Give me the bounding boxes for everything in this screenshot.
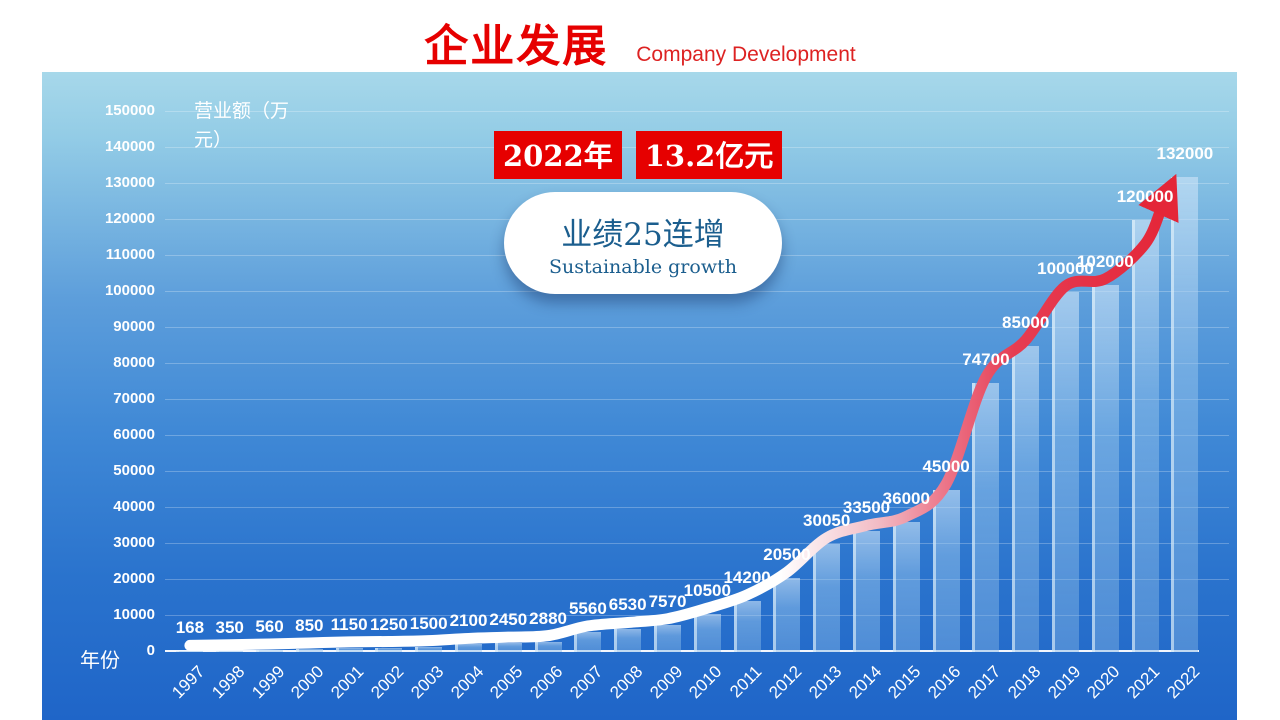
bar-2011 [733, 600, 761, 652]
x-axis-baseline [165, 650, 1199, 652]
y-tick-120000: 120000 [104, 210, 155, 227]
highlight-badges: 2022年 13.2亿元 [494, 131, 783, 179]
y-tick-100000: 100000 [104, 282, 155, 299]
bar-label-2011: 14200 [723, 567, 771, 587]
bar-2003 [415, 646, 443, 652]
bar-2010 [693, 614, 721, 652]
bar-2018 [1012, 346, 1040, 652]
bar-label-2004: 2100 [449, 611, 488, 631]
bar-label-2012: 20500 [763, 545, 811, 565]
bar-label-2013: 30050 [803, 510, 851, 530]
bar-label-1999: 560 [255, 616, 284, 636]
bar-2017 [972, 383, 1000, 652]
bar-2020 [1091, 284, 1119, 652]
bar-2005 [494, 643, 522, 652]
y-tick-30000: 30000 [113, 534, 155, 551]
bar-2014 [853, 531, 880, 652]
page-subtitle: Company Development [636, 43, 856, 66]
bar-label-2018: 85000 [1002, 313, 1050, 332]
bar-label-2001: 1150 [330, 614, 368, 634]
badge-year: 2022年 [494, 131, 622, 179]
bar-label-2022: 132000 [1156, 143, 1214, 163]
bar-2004 [455, 644, 482, 652]
bar-2009 [654, 624, 681, 652]
gridline-130000 [165, 183, 1229, 184]
bar-label-2008: 6530 [608, 595, 647, 615]
bar-2000 [295, 648, 323, 652]
bar-label-2003: 1500 [409, 613, 448, 633]
bar-label-2002: 1250 [369, 614, 408, 634]
y-tick-0: 0 [146, 642, 155, 659]
bar-2015 [892, 522, 920, 652]
callout-title: 业绩25连增 [561, 216, 725, 253]
bar-label-2000: 850 [295, 615, 324, 635]
bar-label-2015: 36000 [882, 489, 930, 509]
y-axis-title: 营业额（万元） [194, 101, 290, 151]
y-tick-10000: 10000 [113, 606, 155, 623]
gridline-150000 [165, 111, 1229, 112]
x-axis-title: 年份 [80, 650, 120, 672]
chart-panel: 营业额（万元） 年份 0 10000 20000 30000 40000 50000 600… [42, 72, 1237, 720]
badge-amount: 13.2亿元 [635, 131, 783, 179]
bar-2008 [614, 628, 642, 652]
page-header: 企业发展 Company Development [0, 0, 1280, 72]
y-tick-150000: 150000 [104, 102, 155, 119]
bar-label-2009: 7570 [648, 591, 687, 611]
bar-2006 [534, 641, 562, 652]
bar-label-1998: 350 [215, 617, 244, 637]
bar-label-2010: 10500 [683, 581, 731, 601]
bar-1999 [256, 649, 283, 652]
page-title: 企业发展 [424, 22, 609, 71]
y-tick-140000: 140000 [104, 138, 155, 155]
y-tick-90000: 90000 [113, 318, 155, 335]
y-tick-60000: 60000 [113, 426, 155, 443]
bar-2007 [574, 631, 602, 652]
bar-label-2016: 45000 [922, 457, 970, 476]
bar-label-2007: 5560 [568, 598, 607, 618]
y-tick-20000: 20000 [113, 570, 155, 587]
bar-2019 [1052, 292, 1079, 652]
bar-1998 [216, 650, 244, 652]
callout-bubble: 业绩25连增 Sustainable growth [504, 192, 782, 294]
bar-2002 [375, 647, 403, 652]
bar-1997 [176, 651, 204, 652]
bar-label-2014: 33500 [842, 498, 891, 518]
bar-2001 [335, 647, 363, 652]
bar-2022 [1171, 176, 1199, 652]
y-tick-50000: 50000 [113, 462, 155, 479]
bar-label-2005: 2450 [489, 610, 528, 630]
bar-label-2017: 74700 [962, 350, 1010, 370]
bar-2016 [932, 490, 960, 652]
y-tick-40000: 40000 [113, 498, 155, 515]
bar-label-2020: 102000 [1076, 251, 1134, 271]
bar-2021 [1131, 220, 1159, 652]
y-tick-130000: 130000 [104, 174, 155, 191]
callout-subtitle: Sustainable growth [549, 255, 737, 278]
bar-label-2006: 2880 [529, 608, 567, 628]
bar-label-2019: 100000 [1037, 259, 1094, 278]
bar-label-1997: 168 [175, 618, 205, 638]
bar-2012 [773, 578, 801, 652]
y-tick-70000: 70000 [113, 390, 155, 407]
y-tick-80000: 80000 [113, 354, 155, 371]
y-tick-110000: 110000 [105, 246, 155, 263]
bar-label-2021: 120000 [1116, 187, 1174, 206]
